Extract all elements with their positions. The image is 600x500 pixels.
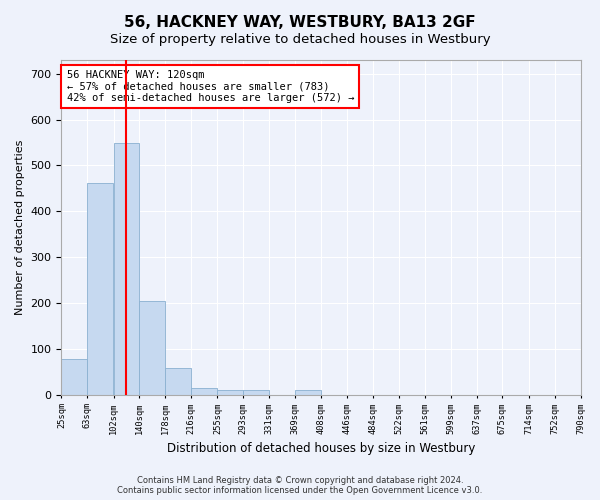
Bar <box>191 388 217 394</box>
Bar <box>113 143 139 395</box>
Y-axis label: Number of detached properties: Number of detached properties <box>15 140 25 315</box>
Bar <box>87 183 113 394</box>
Bar <box>217 390 243 394</box>
X-axis label: Distribution of detached houses by size in Westbury: Distribution of detached houses by size … <box>167 442 475 455</box>
Bar <box>139 301 165 394</box>
Bar <box>295 390 320 394</box>
Bar <box>165 368 191 394</box>
Text: 56, HACKNEY WAY, WESTBURY, BA13 2GF: 56, HACKNEY WAY, WESTBURY, BA13 2GF <box>124 15 476 30</box>
Text: Size of property relative to detached houses in Westbury: Size of property relative to detached ho… <box>110 32 490 46</box>
Bar <box>61 359 87 394</box>
Bar <box>243 390 269 394</box>
Text: 56 HACKNEY WAY: 120sqm
← 57% of detached houses are smaller (783)
42% of semi-de: 56 HACKNEY WAY: 120sqm ← 57% of detached… <box>67 70 354 103</box>
Text: Contains HM Land Registry data © Crown copyright and database right 2024.
Contai: Contains HM Land Registry data © Crown c… <box>118 476 482 495</box>
